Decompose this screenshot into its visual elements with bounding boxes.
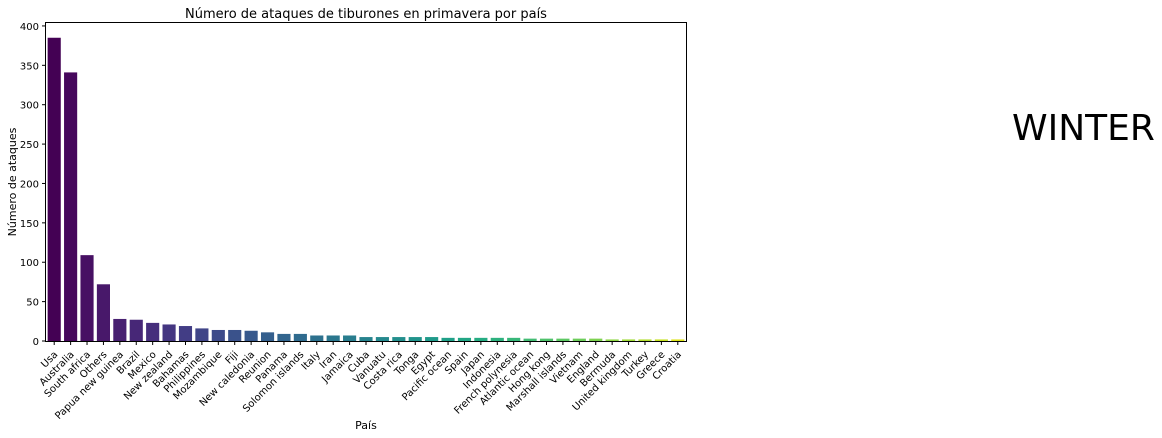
- plot-frame: [45, 22, 687, 342]
- bar: [162, 324, 176, 341]
- bar: [457, 337, 472, 341]
- bar: [80, 255, 94, 341]
- bar: [359, 337, 373, 341]
- bar: [178, 326, 193, 341]
- bar: [425, 337, 439, 341]
- bar: [228, 329, 242, 341]
- bar: [113, 318, 127, 341]
- bar: [260, 332, 275, 341]
- y-tick-label: 250: [20, 140, 39, 151]
- bar: [375, 337, 389, 341]
- bar: [47, 37, 61, 342]
- bar: [64, 72, 78, 341]
- season-label: WINTER: [1012, 108, 1155, 149]
- bar: [408, 337, 422, 341]
- bar: [277, 333, 291, 341]
- y-tick-label: 0: [33, 337, 39, 348]
- x-axis-label: País: [355, 419, 377, 432]
- bar: [343, 335, 357, 341]
- bar: [638, 339, 652, 341]
- bar-series: [47, 37, 685, 342]
- bar: [211, 329, 225, 341]
- bar: [654, 339, 668, 341]
- bar: [622, 339, 636, 341]
- bar: [326, 335, 340, 341]
- bar: [572, 338, 586, 341]
- bar: [441, 337, 455, 341]
- bar: [244, 330, 258, 341]
- bar: [507, 337, 521, 341]
- bar: [310, 335, 324, 341]
- y-axis: 0 50 100 150 200 250 300 350 400: [20, 22, 46, 348]
- bar: [195, 328, 209, 341]
- bar: [671, 339, 685, 341]
- bar: [523, 338, 537, 341]
- bar: [474, 337, 488, 341]
- y-tick-label: 200: [20, 179, 39, 190]
- bar: [605, 339, 619, 341]
- y-tick-label: 400: [20, 22, 39, 33]
- y-tick-label: 100: [20, 258, 39, 269]
- bar: [556, 338, 570, 341]
- y-tick-label: 300: [20, 101, 39, 112]
- bar: [129, 319, 143, 341]
- y-tick-label: 150: [20, 219, 39, 230]
- bar: [539, 338, 554, 341]
- bar: [96, 284, 110, 341]
- bar: [392, 337, 406, 341]
- y-axis-label: Número de ataques: [6, 127, 19, 236]
- bar: [293, 333, 307, 341]
- bar: [146, 322, 160, 341]
- bar: [490, 337, 504, 341]
- bar: [589, 338, 603, 341]
- y-tick-label: 50: [26, 298, 39, 309]
- y-tick-label: 350: [20, 61, 39, 72]
- chart-title: Número de ataques de tiburones en primav…: [185, 7, 547, 22]
